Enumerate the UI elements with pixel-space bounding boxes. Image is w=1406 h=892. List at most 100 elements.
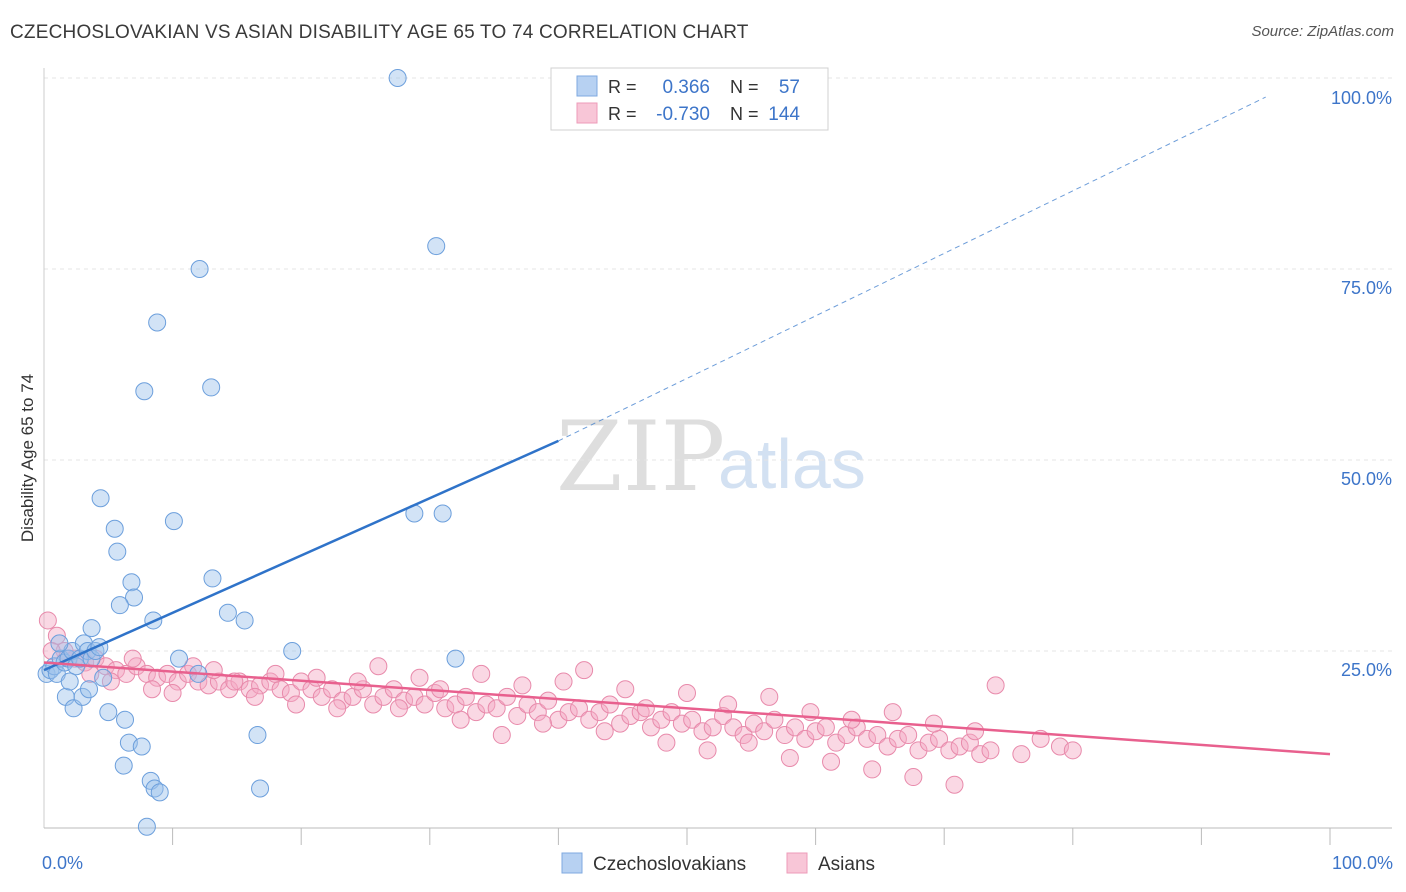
asian-point: [528, 703, 547, 722]
asian-point: [904, 768, 923, 787]
czech-n-label: N =: [730, 77, 759, 97]
asian-point: [775, 726, 794, 745]
trend-lines: [43, 96, 1331, 756]
asian-trend-line: [43, 661, 1331, 756]
asian-point: [883, 703, 902, 722]
asian-point: [436, 699, 455, 718]
czech-point: [132, 737, 151, 756]
asian-point: [508, 706, 527, 725]
asian-point: [652, 710, 671, 729]
asian-point: [163, 684, 182, 703]
asian-point: [940, 741, 959, 760]
czech-point: [218, 603, 237, 622]
czech-point: [190, 260, 209, 278]
asian-point: [945, 775, 964, 794]
asian-point: [1063, 741, 1082, 760]
czech-point: [235, 611, 254, 630]
asian-point: [312, 687, 331, 706]
czech-point: [91, 489, 110, 508]
asian-point: [287, 695, 306, 714]
asian-point: [919, 733, 938, 752]
asian-point: [683, 710, 702, 729]
legend-asian-icon: [786, 852, 808, 874]
asian-point: [611, 714, 630, 733]
y-axis-label: Disability Age 65 to 74: [18, 374, 37, 542]
czech-point: [164, 512, 183, 531]
czech-point: [125, 588, 144, 607]
asian-point: [924, 714, 943, 733]
x-tick-0: 0.0%: [42, 853, 83, 873]
asian-point: [960, 733, 979, 752]
asian-point: [827, 733, 846, 752]
asian-point: [554, 672, 573, 691]
y-tick-100: 100.0%: [1331, 88, 1392, 108]
czech-trend-line: [43, 439, 559, 672]
asian-n-label: N =: [730, 104, 759, 124]
asian-series: [38, 611, 1082, 794]
czech-point: [446, 649, 465, 668]
asian-swatch-icon: [576, 102, 598, 124]
y-tick-50: 50.0%: [1341, 469, 1392, 489]
asian-r-label: R =: [608, 104, 637, 124]
asian-point: [1012, 745, 1031, 764]
asian-point: [158, 664, 177, 683]
czech-point: [82, 619, 101, 638]
chart-title: CZECHOSLOVAKIAN VS ASIAN DISABILITY AGE …: [10, 22, 749, 43]
asian-point: [575, 661, 594, 680]
czech-point: [122, 573, 141, 592]
asian-point: [806, 722, 825, 741]
y-tick-25: 25.0%: [1341, 660, 1392, 680]
asian-n-value: 144: [768, 104, 800, 125]
czech-point: [114, 756, 133, 775]
asian-point: [698, 741, 717, 760]
czech-point: [148, 313, 167, 332]
czech-point: [110, 596, 129, 615]
asian-point: [636, 699, 655, 718]
czech-point: [251, 779, 270, 798]
czech-point: [94, 668, 113, 687]
asian-point: [822, 752, 841, 771]
legend-czech-icon: [561, 852, 583, 874]
asian-point: [786, 718, 805, 737]
asian-point: [348, 672, 367, 691]
asian-point: [559, 703, 578, 722]
asian-point: [487, 699, 506, 718]
watermark-atlas: atlas: [718, 425, 866, 503]
asian-point: [641, 718, 660, 737]
asian-point: [621, 706, 640, 725]
asian-point: [323, 680, 342, 699]
asian-point: [739, 733, 758, 752]
asian-point: [755, 722, 774, 741]
czech-point: [388, 69, 407, 87]
czech-r-label: R =: [608, 77, 637, 97]
stats-box: R = 0.366 N = 57 R = -0.730 N = 144: [550, 67, 829, 131]
asian-point: [693, 722, 712, 741]
asian-point: [616, 680, 635, 699]
asian-r-value: -0.730: [656, 104, 710, 125]
asian-point: [549, 710, 568, 729]
asian-point: [595, 722, 614, 741]
asian-point: [513, 676, 532, 695]
czech-point: [116, 710, 135, 729]
asian-point: [369, 657, 388, 676]
x-axis-ticks: [172, 828, 1331, 845]
asian-point: [245, 687, 264, 706]
asian-point: [888, 729, 907, 748]
asian-point: [209, 672, 228, 691]
asian-point: [719, 695, 738, 714]
legend-czech-label: Czechoslovakians: [593, 854, 746, 875]
asian-point: [780, 748, 799, 767]
czech-point: [427, 237, 446, 256]
asian-point: [796, 729, 815, 748]
asian-point: [966, 722, 985, 741]
czech-point: [50, 634, 69, 653]
czech-point: [433, 504, 452, 523]
asian-point: [744, 714, 763, 733]
asian-point: [760, 687, 779, 706]
legend-asian-label: Asians: [818, 854, 875, 875]
asian-point: [703, 718, 722, 737]
asian-point: [38, 611, 57, 630]
czech-point: [108, 542, 127, 561]
asian-point: [477, 695, 496, 714]
